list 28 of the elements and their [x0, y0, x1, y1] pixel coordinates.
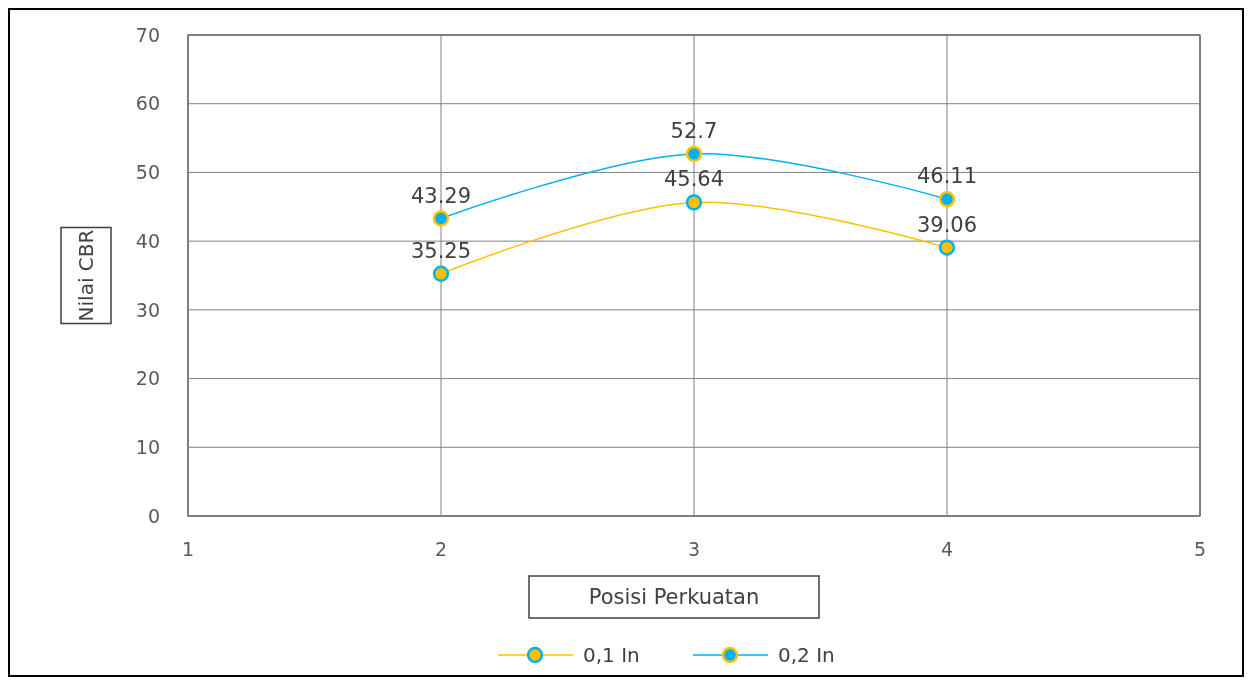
x-axis-title: Posisi Perkuatan [588, 585, 760, 610]
point [432, 210, 450, 227]
x-tick-label: 4 [940, 538, 954, 560]
data-label: 35.25 [410, 238, 472, 263]
y-tick-label: 60 [135, 92, 160, 115]
point [432, 265, 450, 282]
data-label: 52.7 [670, 118, 718, 143]
data-label: 43.29 [410, 183, 472, 208]
y-tick-label: 50 [135, 161, 160, 184]
point [685, 194, 703, 211]
y-tick-label: 40 [135, 229, 160, 252]
y-tick-label: 0 [147, 504, 160, 527]
x-tick-label: 5 [1193, 538, 1207, 560]
point [685, 145, 703, 163]
data-label: 39.06 [916, 212, 978, 237]
y-tick-label: 20 [135, 367, 160, 390]
x-tick-label: 3 [687, 538, 701, 560]
y-axis-title: Nilai CBR [74, 229, 98, 322]
y-tick-label: 30 [135, 298, 160, 321]
legend-label: 0,1 In [583, 643, 640, 667]
x-tick-label: 1 [181, 538, 195, 560]
point [938, 239, 956, 256]
point [938, 191, 956, 208]
x-tick-label: 2 [434, 538, 448, 560]
legend-label: 0,2 In [778, 643, 835, 667]
data-label: 45.64 [663, 167, 725, 192]
y-tick-label: 70 [135, 23, 160, 46]
y-tick-label: 10 [135, 435, 160, 458]
